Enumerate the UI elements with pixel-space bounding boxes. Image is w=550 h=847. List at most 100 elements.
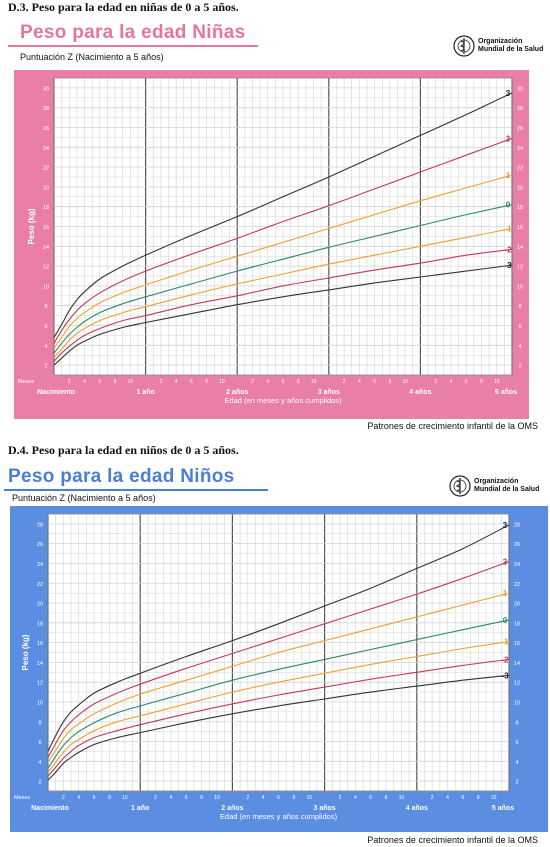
y-tick-label-left: 12 [43,265,49,271]
y-tick-label-left: 2 [38,780,41,786]
who-name-line2: Mundial de la Salud [474,486,540,493]
y-tick-label-right: 4 [518,344,521,350]
month-tick-label: 2 [343,379,346,385]
y-tick-label-right: 14 [517,245,523,251]
year-label: 5 años [492,805,514,812]
zscore-subtitle-girls: Puntuación Z (Nacimiento a 5 años) [20,52,164,62]
y-tick-label-right: 20 [517,185,523,191]
y-tick-label-right: 4 [515,760,518,766]
title-underline-girls [8,45,258,47]
y-tick-label-right: 8 [515,720,518,726]
who-emblem-icon [453,35,475,57]
zscore-curve-2 [47,560,510,758]
month-tick-label: 2 [251,379,254,385]
year-label: Nacimiento [31,805,69,812]
y-tick-label-right: 28 [517,106,523,112]
month-tick-label: 2 [246,795,249,801]
month-tick-label: 8 [480,379,483,385]
title-underline-boys [4,489,268,491]
who-name-line1: Organización [474,478,519,485]
y-tick-label-right: 16 [517,225,523,231]
month-tick-label: 8 [292,795,295,801]
y-tick-label-right: 6 [518,324,521,330]
zscore-end-label: 3 [506,89,511,98]
y-tick-label-right: 8 [518,304,521,310]
who-logo-girls: Organización Mundial de la Salud [453,35,543,57]
month-tick-label: 10 [214,795,220,801]
y-tick-label-left: 4 [44,344,47,350]
y-tick-label-right: 24 [514,562,520,568]
month-tick-label: 8 [297,379,300,385]
plot-border [47,513,510,792]
year-label: 4 años [406,805,428,812]
x-axis-label: Edad (en meses y años cumplidos) [220,812,338,821]
zscore-curve--1 [53,227,513,358]
zscore-curve-0 [53,204,513,354]
y-tick-label-left: 4 [38,760,41,766]
month-tick-label: 10 [491,795,497,801]
y-tick-label-left: 10 [37,700,43,706]
month-tick-label: 4 [266,379,269,385]
zscore-curve-0 [47,619,510,769]
chart-title-boys: Peso para la edad Niños [8,466,235,487]
y-tick-label-right: 12 [517,265,523,271]
month-tick-label: 10 [128,379,134,385]
month-tick-label: 6 [190,379,193,385]
month-tick-label: 4 [77,795,80,801]
year-label: 1 año [136,389,154,396]
y-tick-label-left: 8 [38,720,41,726]
y-tick-label-left: 10 [43,284,49,290]
month-tick-label: 6 [465,379,468,385]
month-tick-label: 10 [494,379,500,385]
month-tick-label: 4 [83,379,86,385]
y-tick-label-left: 20 [43,185,49,191]
y-tick-label-right: 26 [517,126,523,132]
month-tick-label: 8 [114,379,117,385]
year-label: 3 años [314,805,336,812]
month-tick-label: 2 [434,379,437,385]
month-tick-label: 8 [108,795,111,801]
month-tick-label: 2 [431,795,434,801]
zscore-end-label: -1 [504,224,512,233]
y-tick-label-left: 12 [37,681,43,687]
month-tick-label: 2 [68,379,71,385]
month-tick-label: 4 [354,795,357,801]
y-tick-label-right: 10 [517,284,523,290]
y-tick-label-left: 22 [43,166,49,172]
y-tick-label-right: 2 [515,780,518,786]
y-tick-label-left: 18 [43,205,49,211]
year-label: 1 año [131,805,149,812]
month-tick-label: 6 [369,795,372,801]
y-tick-label-left: 16 [43,225,49,231]
month-tick-label: 6 [185,795,188,801]
y-tick-label-right: 18 [514,621,520,627]
y-tick-label-left: 18 [37,621,43,627]
year-label: 3 años [318,389,340,396]
month-tick-label: 2 [159,379,162,385]
month-tick-label: 2 [62,795,65,801]
y-tick-label-left: 28 [37,522,43,528]
zscore-curve--2 [53,248,513,362]
y-axis-label: Peso (kg) [21,634,30,670]
zscore-end-label: 2 [506,134,511,143]
y-tick-label-left: 6 [38,740,41,746]
who-name-line1: Organización [478,38,523,45]
month-tick-label: 6 [98,379,101,385]
month-tick-label: 4 [175,379,178,385]
y-tick-label-left: 8 [44,304,47,310]
y-tick-label-right: 16 [514,641,520,647]
zscore-end-label: 0 [503,616,508,625]
zscore-curve-1 [47,592,510,763]
month-tick-label: 6 [282,379,285,385]
zscore-curve-1 [53,174,513,349]
month-tick-label: 6 [462,795,465,801]
y-tick-label-left: 24 [43,146,49,152]
zscore-end-label: -3 [504,261,512,270]
y-tick-label-right: 24 [517,146,523,152]
zscore-curve--2 [47,658,510,777]
y-tick-label-left: 22 [37,582,43,588]
month-tick-label: 6 [277,795,280,801]
who-emblem-icon [449,475,471,497]
zscore-curve-3 [47,524,510,752]
